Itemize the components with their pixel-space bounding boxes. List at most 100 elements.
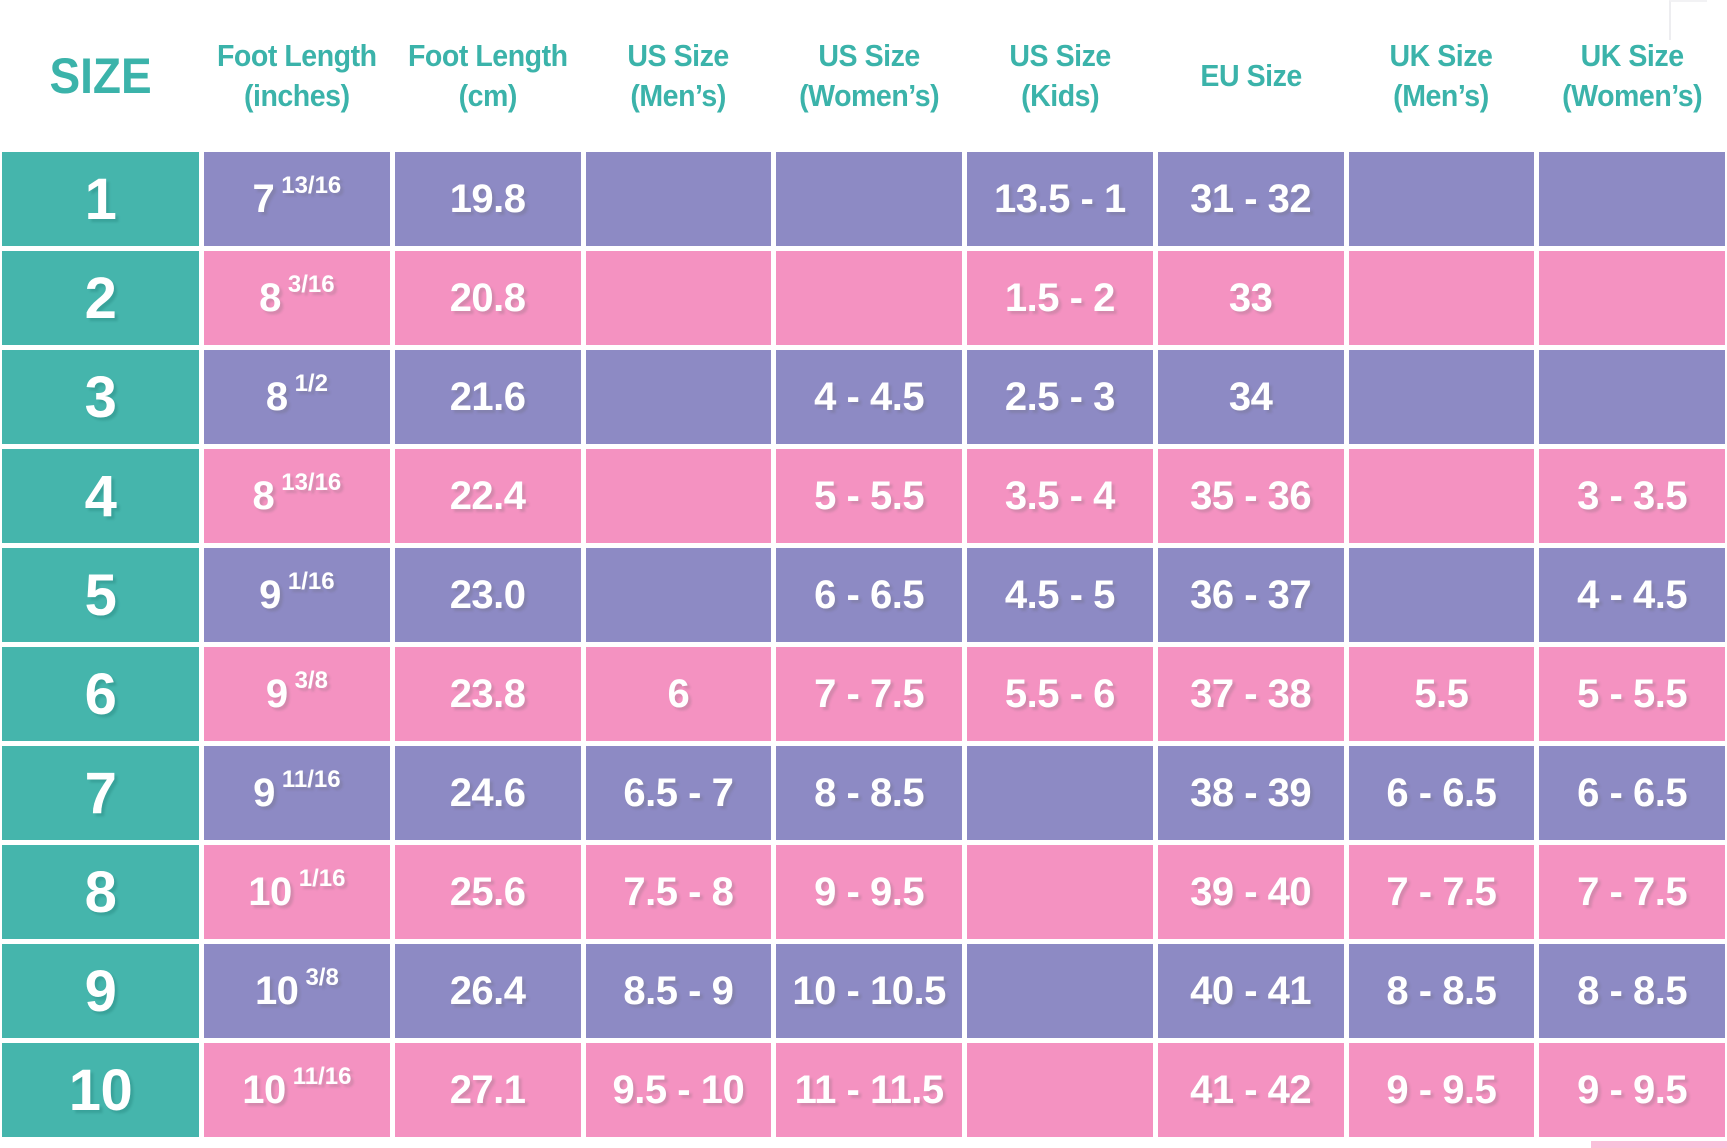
inches-fraction: 13/16 bbox=[281, 468, 342, 496]
cropped-bottom-fragment bbox=[1591, 1141, 1727, 1148]
column-header-label: US Size bbox=[818, 38, 920, 74]
cell-inches: 10 3/8 bbox=[204, 944, 390, 1038]
cell-uk-women: 4 - 4.5 bbox=[1539, 548, 1725, 642]
column-header-sublabel: (Men’s) bbox=[630, 78, 727, 113]
cell-inches: 8 13/16 bbox=[204, 449, 390, 543]
inches-fraction: 1/2 bbox=[294, 369, 328, 397]
cell-uk-men bbox=[1348, 350, 1535, 444]
inches-whole: 9 bbox=[253, 770, 275, 815]
inches-fraction: 11/16 bbox=[281, 765, 341, 793]
cell-size: 5 bbox=[2, 548, 199, 642]
column-header-cm: Foot Length (cm) bbox=[395, 36, 581, 115]
cell-us-men bbox=[585, 251, 772, 345]
table-header-row: SIZE Foot Length (inches) Foot Length (cm) US… bbox=[2, 0, 1725, 152]
cell-inches: 8 1/2 bbox=[204, 350, 390, 444]
cell-uk-women: 6 - 6.5 bbox=[1539, 746, 1725, 840]
inches-whole: 8 bbox=[265, 374, 288, 419]
cell-size: 8 bbox=[2, 845, 199, 939]
cell-cm: 21.6 bbox=[394, 350, 581, 444]
table-row-size-9: 9 10 3/8 26.4 8.5 - 9 10 - 10.5 40 - 41 8 - 8.5… bbox=[2, 944, 1725, 1038]
column-header-label: SIZE bbox=[49, 48, 152, 104]
cell-us-kids bbox=[967, 845, 1153, 939]
inches-fraction: 13/16 bbox=[281, 171, 342, 199]
cell-eu: 31 - 32 bbox=[1157, 152, 1344, 246]
cell-us-men bbox=[585, 449, 772, 543]
cell-uk-women bbox=[1539, 152, 1725, 246]
column-header-label: UK Size bbox=[1580, 38, 1684, 74]
cell-us-men: 6 bbox=[585, 647, 772, 741]
cell-size: 1 bbox=[2, 152, 199, 246]
column-header-size: SIZE bbox=[2, 44, 199, 108]
cell-eu: 41 - 42 bbox=[1157, 1043, 1344, 1137]
column-header-uk-women: UK Size (Women’s) bbox=[1539, 36, 1725, 115]
cell-inches: 7 13/16 bbox=[204, 152, 390, 246]
cell-cm: 20.8 bbox=[394, 251, 581, 345]
table-body: 1 7 13/16 19.8 13.5 - 1 31 - 32 2 8 3/16 20.8 1.5 … bbox=[2, 152, 1725, 1137]
cell-inches: 10 1/16 bbox=[204, 845, 390, 939]
column-header-label: Foot Length bbox=[407, 38, 568, 74]
cell-us-women: 5 - 5.5 bbox=[776, 449, 962, 543]
cell-inches: 9 11/16 bbox=[204, 746, 390, 840]
cell-cm: 23.0 bbox=[394, 548, 581, 642]
cell-size: 2 bbox=[2, 251, 199, 345]
cell-uk-women: 9 - 9.5 bbox=[1539, 1043, 1725, 1137]
cell-us-men bbox=[585, 350, 772, 444]
cell-uk-men bbox=[1348, 251, 1535, 345]
cell-eu: 37 - 38 bbox=[1157, 647, 1344, 741]
inches-whole: 10 bbox=[242, 1067, 286, 1112]
cell-us-kids bbox=[967, 944, 1153, 1038]
cell-us-women: 8 - 8.5 bbox=[776, 746, 962, 840]
inches-fraction: 3/8 bbox=[305, 963, 339, 991]
cell-eu: 36 - 37 bbox=[1157, 548, 1344, 642]
cell-us-men bbox=[585, 152, 772, 246]
cell-size: 9 bbox=[2, 944, 199, 1038]
cell-size: 4 bbox=[2, 449, 199, 543]
cell-eu: 35 - 36 bbox=[1157, 449, 1344, 543]
column-header-uk-men: UK Size (Men’s) bbox=[1349, 36, 1535, 115]
cell-cm: 22.4 bbox=[394, 449, 581, 543]
table-row-size-3: 3 8 1/2 21.6 4 - 4.5 2.5 - 3 34 bbox=[2, 350, 1725, 444]
column-header-us-men: US Size (Men’s) bbox=[586, 36, 772, 115]
inches-fraction: 11/16 bbox=[292, 1062, 352, 1090]
cell-inches: 8 3/16 bbox=[204, 251, 390, 345]
column-header-us-kids: US Size (Kids) bbox=[967, 36, 1153, 115]
inches-whole: 7 bbox=[252, 176, 275, 221]
cell-cm: 19.8 bbox=[394, 152, 581, 246]
inches-whole: 8 bbox=[259, 275, 281, 320]
column-header-inches: Foot Length (inches) bbox=[204, 36, 390, 115]
cell-us-kids: 5.5 - 6 bbox=[967, 647, 1153, 741]
column-header-us-women: US Size (Women’s) bbox=[776, 36, 962, 115]
inches-whole: 9 bbox=[265, 671, 288, 716]
inches-whole: 9 bbox=[259, 572, 281, 617]
cell-cm: 27.1 bbox=[394, 1043, 581, 1137]
cell-uk-women: 8 - 8.5 bbox=[1539, 944, 1725, 1038]
inches-whole: 10 bbox=[248, 869, 292, 914]
cell-uk-men: 7 - 7.5 bbox=[1348, 845, 1535, 939]
table-row-size-10: 10 10 11/16 27.1 9.5 - 10 11 - 11.5 41 - 42 9 -… bbox=[2, 1043, 1725, 1137]
cell-us-women: 4 - 4.5 bbox=[776, 350, 962, 444]
column-header-label: US Size bbox=[1009, 38, 1111, 74]
cell-eu: 40 - 41 bbox=[1157, 944, 1344, 1038]
inches-fraction: 3/16 bbox=[287, 270, 335, 298]
table-row-size-6: 6 9 3/8 23.8 6 7 - 7.5 5.5 - 6 37 - 38 5.5 5 - 5.… bbox=[2, 647, 1725, 741]
cell-eu: 34 bbox=[1157, 350, 1344, 444]
cell-us-kids: 1.5 - 2 bbox=[967, 251, 1153, 345]
cell-size: 10 bbox=[2, 1043, 199, 1137]
cell-us-women: 6 - 6.5 bbox=[776, 548, 962, 642]
cell-eu: 39 - 40 bbox=[1157, 845, 1344, 939]
cell-uk-men bbox=[1348, 152, 1535, 246]
cell-us-kids: 2.5 - 3 bbox=[967, 350, 1153, 444]
cell-us-women: 11 - 11.5 bbox=[776, 1043, 962, 1137]
inches-fraction: 3/8 bbox=[294, 666, 328, 694]
cell-us-kids: 13.5 - 1 bbox=[967, 152, 1153, 246]
cell-cm: 25.6 bbox=[394, 845, 581, 939]
cell-us-women: 10 - 10.5 bbox=[776, 944, 962, 1038]
cell-us-women bbox=[776, 152, 962, 246]
cell-us-men: 8.5 - 9 bbox=[585, 944, 772, 1038]
cell-us-women: 9 - 9.5 bbox=[776, 845, 962, 939]
cell-us-men: 7.5 - 8 bbox=[585, 845, 772, 939]
cell-us-men bbox=[585, 548, 772, 642]
